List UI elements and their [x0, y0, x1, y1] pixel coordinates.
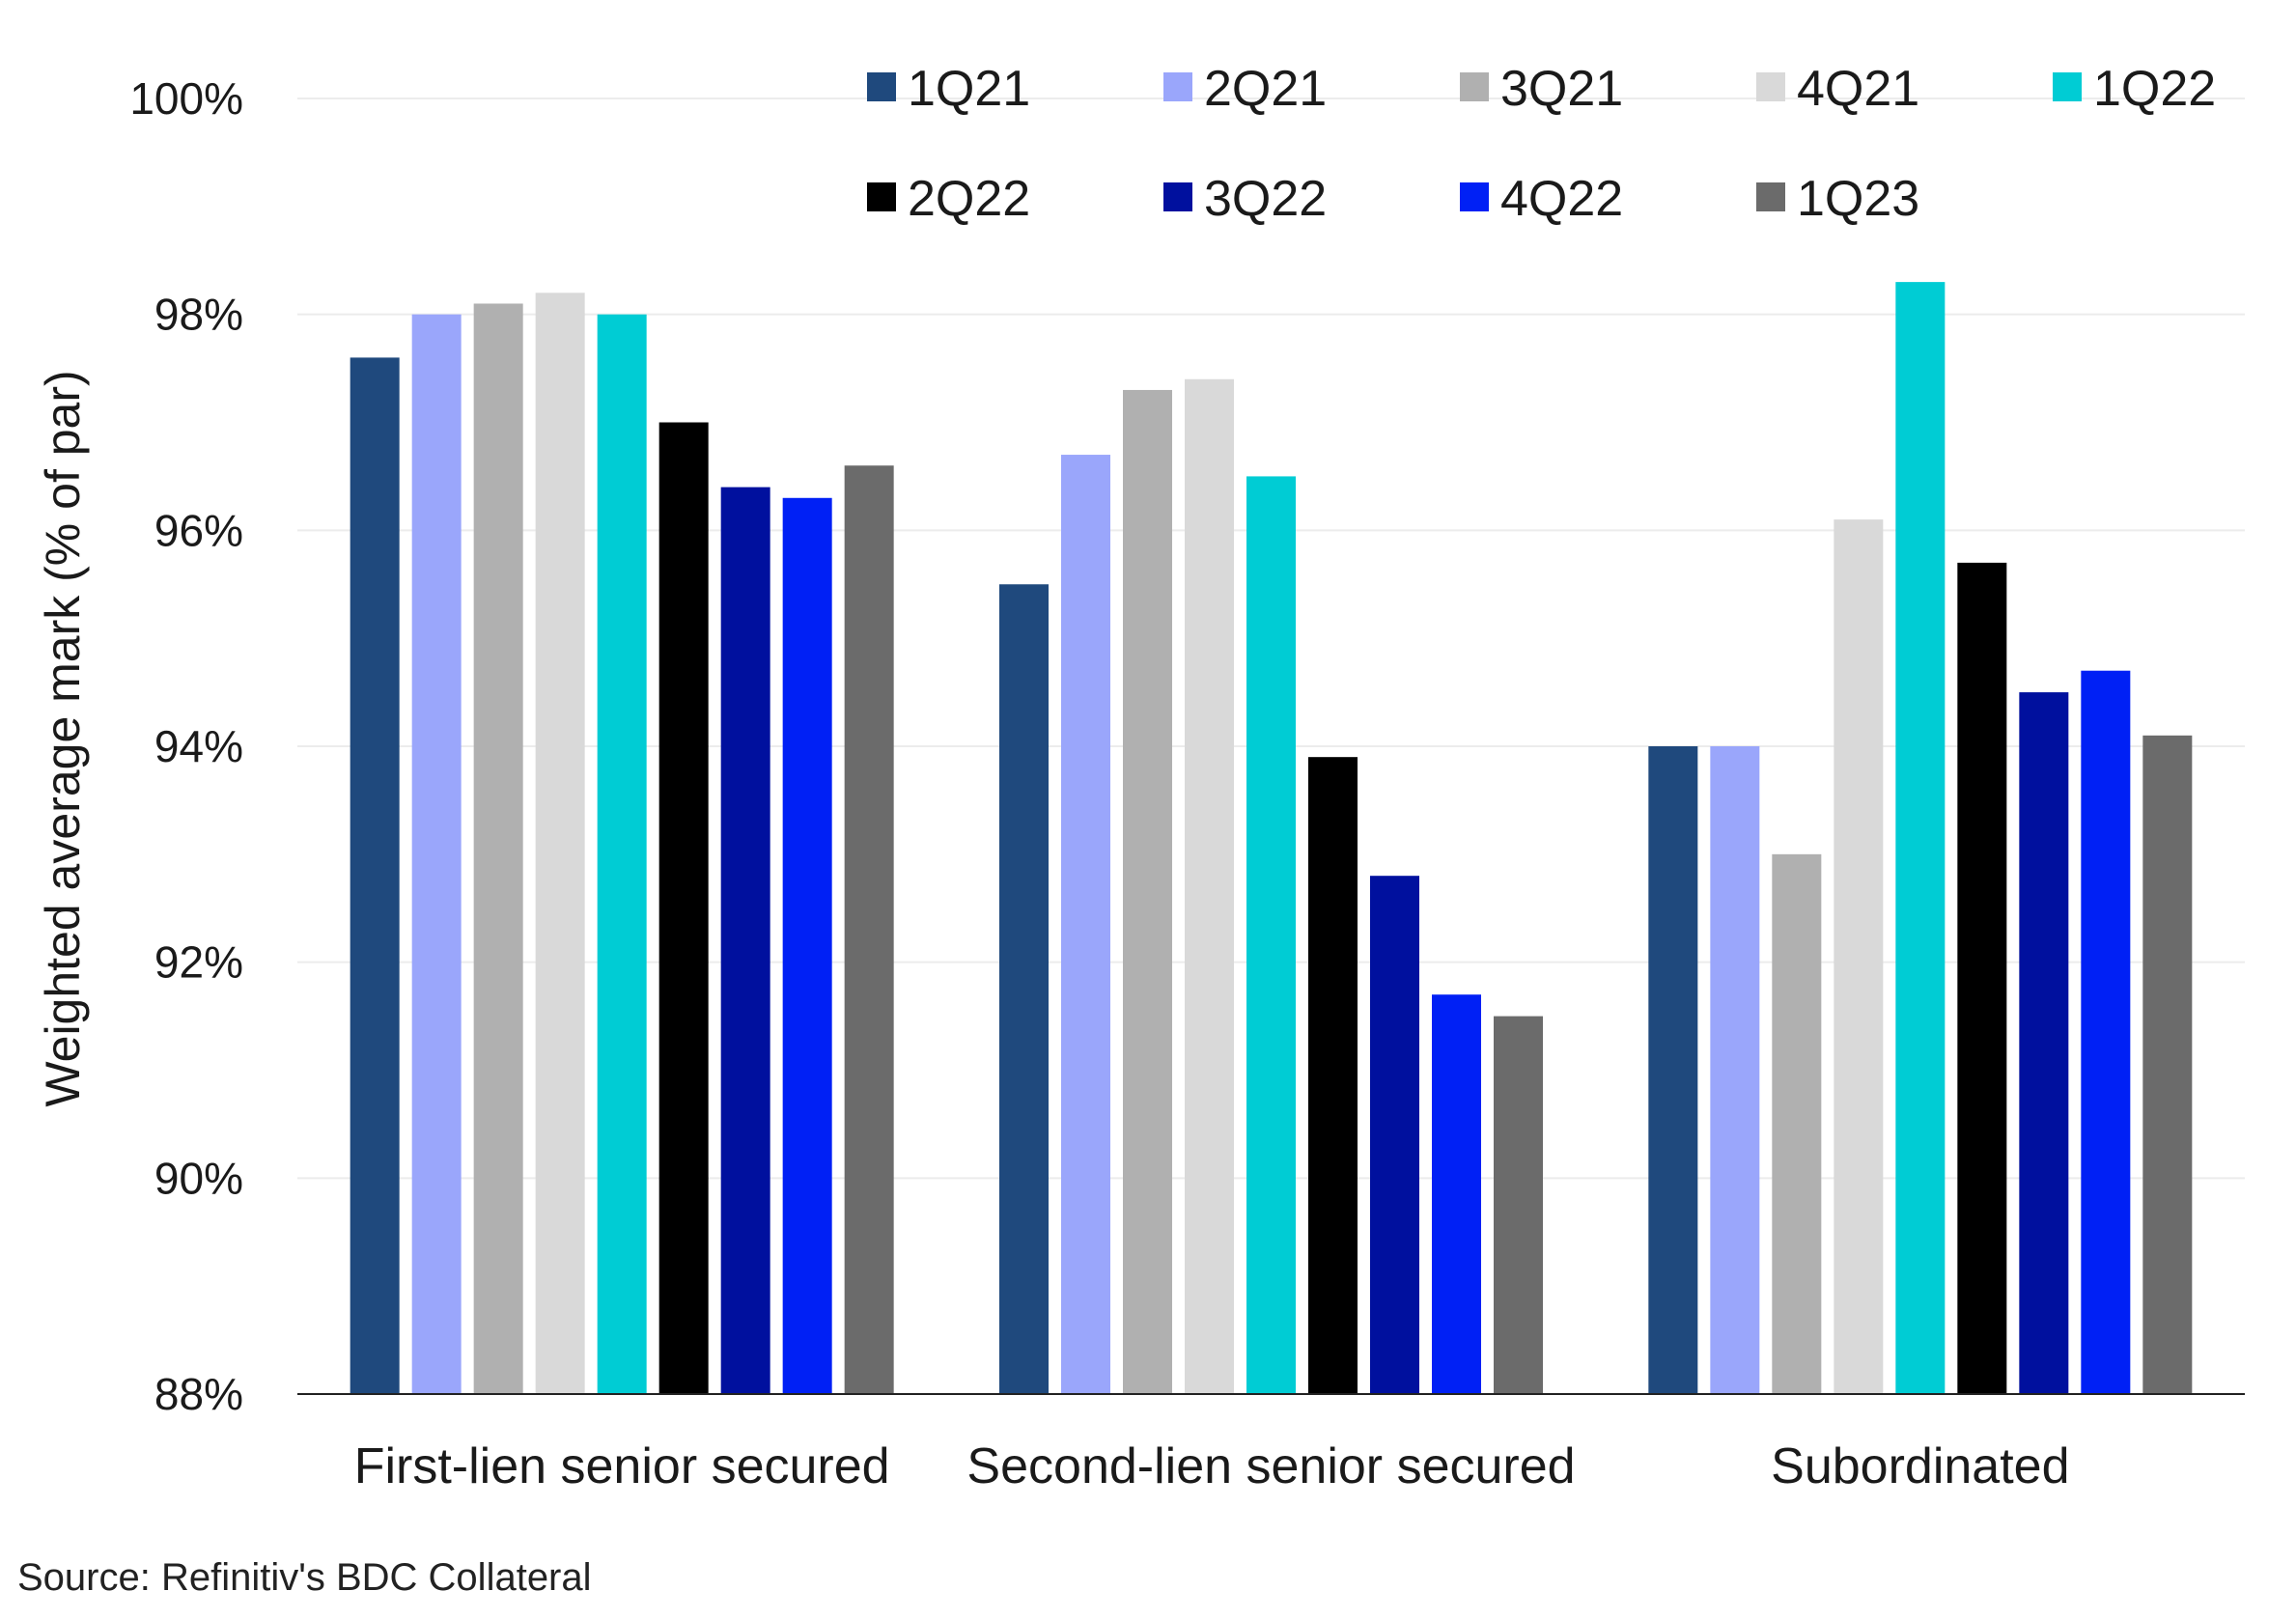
- bar: [2019, 692, 2069, 1394]
- bars: [350, 282, 2193, 1395]
- y-tick-label: 100%: [129, 73, 243, 124]
- legend-label: 1Q23: [1797, 171, 1919, 227]
- legend-swatch: [867, 182, 896, 211]
- x-category-label: First-lien senior secured: [354, 1438, 890, 1494]
- legend-swatch: [1460, 72, 1489, 101]
- y-axis-label: Weighted average mark (% of par): [36, 370, 90, 1106]
- legend-swatch: [1756, 182, 1785, 211]
- y-axis-tick-labels: 88% 90% 92% 94% 96% 98% 100%: [129, 73, 243, 1419]
- legend-label: 1Q22: [2093, 61, 2216, 117]
- bar: [1432, 994, 1481, 1394]
- legend-swatch: [1460, 182, 1489, 211]
- bar: [844, 465, 894, 1394]
- x-category-label: Subordinated: [1771, 1438, 2069, 1494]
- bar: [473, 303, 523, 1394]
- bar: [1185, 378, 1234, 1395]
- bar: [1123, 389, 1172, 1395]
- bar: [1246, 476, 1296, 1395]
- legend-label: 4Q22: [1500, 171, 1623, 227]
- bar: [999, 584, 1049, 1394]
- bar: [1648, 746, 1698, 1394]
- legend-label: 2Q22: [908, 171, 1030, 227]
- bar: [1061, 455, 1110, 1394]
- bar: [1895, 282, 1946, 1394]
- bar: [1710, 746, 1760, 1394]
- bar: [411, 314, 462, 1395]
- legend-label: 2Q21: [1204, 61, 1327, 117]
- y-tick-label: 96%: [154, 505, 243, 555]
- bar: [2142, 735, 2193, 1394]
- y-tick-label: 88%: [154, 1369, 243, 1419]
- bar: [1772, 853, 1822, 1394]
- bar: [782, 497, 832, 1394]
- x-category-label: Second-lien senior secured: [966, 1438, 1575, 1494]
- legend-swatch: [867, 72, 896, 101]
- legend-label: 3Q21: [1500, 61, 1623, 117]
- bar: [1494, 1016, 1543, 1394]
- legend-label: 1Q21: [908, 61, 1030, 117]
- bar: [597, 314, 647, 1395]
- category-labels: First-lien senior secured Second-lien sen…: [354, 1438, 2070, 1494]
- y-tick-label: 90%: [154, 1153, 243, 1203]
- legend-label: 4Q21: [1797, 61, 1919, 117]
- legend-swatch: [1163, 72, 1192, 101]
- bar: [535, 293, 585, 1394]
- bar: [1834, 519, 1884, 1394]
- bar: [1957, 562, 2007, 1394]
- bar: [658, 422, 709, 1394]
- bar: [350, 357, 400, 1394]
- legend: 1Q21 2Q21 3Q21 4Q21 1Q22 2Q22 3Q22 4Q22 1Q23: [867, 61, 2216, 227]
- bar: [1370, 876, 1419, 1394]
- legend-label: 3Q22: [1204, 171, 1327, 227]
- y-tick-label: 98%: [154, 290, 243, 340]
- legend-swatch: [2053, 72, 2082, 101]
- legend-swatch: [1756, 72, 1785, 101]
- bar: [2081, 670, 2131, 1394]
- y-tick-label: 92%: [154, 937, 243, 988]
- y-tick-label: 94%: [154, 721, 243, 771]
- legend-swatch: [1163, 182, 1192, 211]
- bar: [720, 487, 770, 1395]
- source-note: Source: Refinitiv's BDC Collateral: [17, 1556, 592, 1599]
- bar: [1308, 757, 1358, 1394]
